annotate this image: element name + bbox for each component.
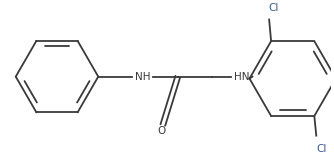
Text: Cl: Cl: [316, 144, 326, 154]
Text: Cl: Cl: [268, 3, 278, 13]
Text: HN: HN: [234, 72, 249, 82]
Text: O: O: [157, 126, 165, 136]
Text: NH: NH: [135, 72, 150, 82]
